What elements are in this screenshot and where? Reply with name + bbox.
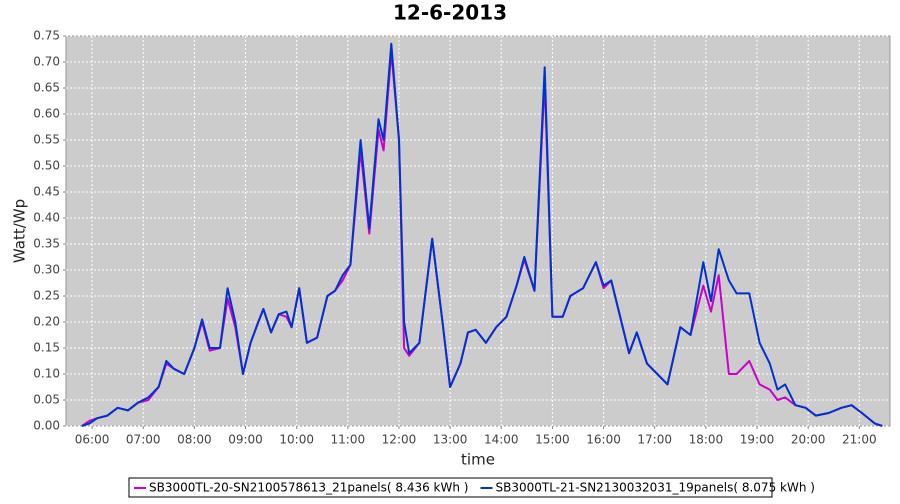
x-axis-label: time [461,451,495,469]
data-line [81,42,883,427]
x-tick-label: 08:00 [177,433,212,447]
x-tick-label: 20:00 [791,433,826,447]
x-tick-label: 13:00 [433,433,468,447]
chart-title: 12-6-2013 [393,1,507,25]
y-tick-label: 0.00 [33,419,60,433]
x-tick-label: 11:00 [331,433,366,447]
y-tick-label: 0.50 [33,159,60,173]
x-tick-label: 21:00 [842,433,877,447]
x-tick-label: 09:00 [228,433,263,447]
x-tick-label: 17:00 [637,433,672,447]
x-tick-label: 14:00 [484,433,519,447]
y-tick-label: 0.05 [33,393,60,407]
x-tick-label: 10:00 [279,433,314,447]
y-tick-label: 0.70 [33,55,60,69]
y-tick-label: 0.20 [33,315,60,329]
plot-area [65,35,891,427]
legend-label: SB3000TL-20-SN2100578613_21panels( 8.436… [149,481,468,495]
legend-label: SB3000TL-21-SN2130032031_19panels( 8.075… [495,481,814,495]
x-tick-label: 15:00 [535,433,570,447]
x-tick-label: 18:00 [689,433,724,447]
y-tick-label: 0.25 [33,289,60,303]
y-tick-label: 0.60 [33,107,60,121]
x-tick-label: 12:00 [382,433,417,447]
y-tick-label: 0.15 [33,341,60,355]
legend [128,477,773,498]
y-axis-label: Watt/Wp [11,199,29,263]
x-tick-label: 06:00 [75,433,110,447]
y-tick-label: 0.35 [33,237,60,251]
y-tick-label: 0.75 [33,29,60,43]
y-tick-label: 0.45 [33,185,60,199]
x-tick-label: 19:00 [740,433,775,447]
x-tick-label: 07:00 [126,433,161,447]
y-tick-label: 0.65 [33,81,60,95]
y-tick-label: 0.55 [33,133,60,147]
x-tick-label: 16:00 [586,433,621,447]
y-tick-label: 0.10 [33,367,60,381]
y-tick-label: 0.30 [33,263,60,277]
y-tick-label: 0.40 [33,211,60,225]
